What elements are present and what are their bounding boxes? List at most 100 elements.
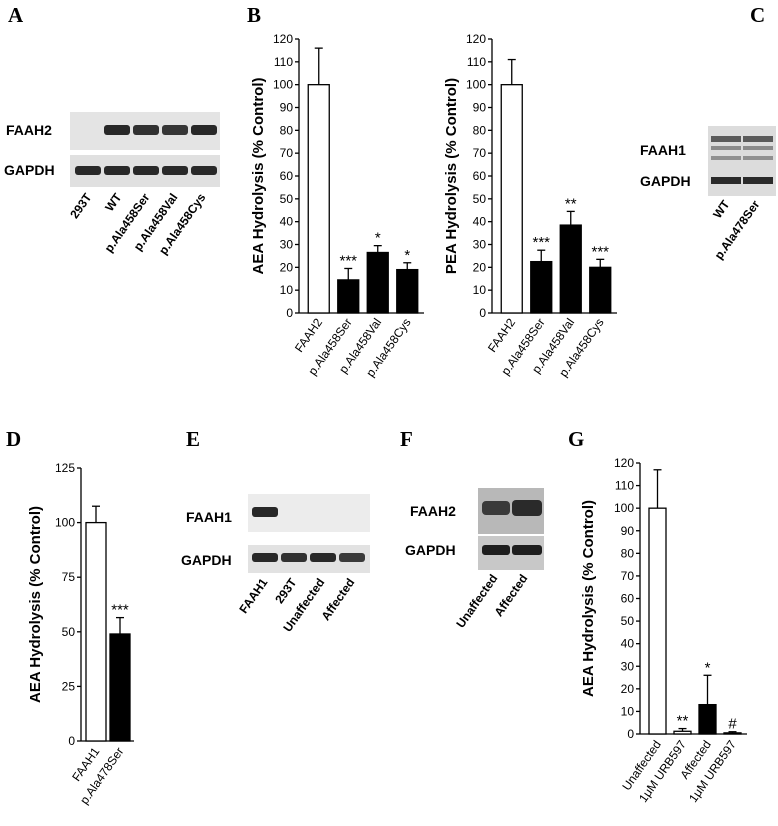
blot-e-bands xyxy=(252,507,365,562)
blot-band xyxy=(339,553,365,562)
blot-f-row-label-2: GAPDH xyxy=(405,542,456,558)
panel-e-western-blot: E FAAH1 GAPDH FAAH1 293T Unaffected Affe… xyxy=(181,427,370,635)
panel-c-western-blot: C FAAH1 GAPDH WT p.Ala478Ser xyxy=(640,3,776,262)
bar xyxy=(723,732,742,735)
significance-label: *** xyxy=(591,243,609,260)
y-tick-label: 110 xyxy=(615,479,634,493)
y-tick-label: 10 xyxy=(280,283,294,297)
bar xyxy=(337,279,360,314)
y-tick-label: 90 xyxy=(473,101,487,115)
blot-f-band xyxy=(512,545,542,555)
y-tick-label: 10 xyxy=(473,283,487,297)
blot-a-row-label-1: FAAH2 xyxy=(6,122,52,138)
blot-band xyxy=(162,125,188,135)
y-tick-label: 40 xyxy=(473,215,487,229)
significance-label: ** xyxy=(677,713,689,730)
y-tick-label: 40 xyxy=(621,637,635,651)
blot-c-band xyxy=(743,156,773,160)
blot-c-band xyxy=(711,146,741,150)
blot-c-band xyxy=(743,146,773,150)
blot-e-row-label-2: GAPDH xyxy=(181,552,232,568)
panel-f-letter: F xyxy=(400,427,413,451)
y-tick-label: 80 xyxy=(280,123,294,137)
significance-label: * xyxy=(375,230,381,247)
blot-f-band xyxy=(482,501,510,515)
y-tick-label: 10 xyxy=(621,704,635,718)
bar xyxy=(589,266,612,314)
bar xyxy=(500,84,523,314)
y-tick-label: 110 xyxy=(274,55,293,69)
bar xyxy=(530,260,553,314)
y-tick-label: 0 xyxy=(627,727,634,741)
bar xyxy=(396,268,419,314)
blot-f-band xyxy=(512,500,542,516)
blot-band xyxy=(252,507,278,517)
bar xyxy=(559,224,582,314)
y-tick-label: 70 xyxy=(621,569,635,583)
blot-band xyxy=(75,166,101,175)
blot-c-row-label-2: GAPDH xyxy=(640,173,691,189)
blot-e-lane-label-2: 293T xyxy=(272,575,300,606)
bar xyxy=(698,703,717,735)
y-axis-label: AEA Hydrolysis (% Control) xyxy=(27,506,44,703)
blot-c-band xyxy=(711,177,741,184)
y-tick-label: 0 xyxy=(68,734,75,748)
y-tick-label: 50 xyxy=(62,625,76,639)
chart-pea-hydrolysis-faah2: 0 10 20 30 40 50 60 70 80 90 100 110 120 PEA Hydrolys… xyxy=(443,32,617,379)
significance-label: * xyxy=(404,247,410,264)
y-axis-label: AEA Hydrolysis (% Control) xyxy=(580,500,597,697)
blot-band xyxy=(133,125,159,135)
blot-c-band xyxy=(743,136,773,142)
panel-c-letter: C xyxy=(750,3,765,27)
y-tick-label: 80 xyxy=(473,123,487,137)
panel-a-letter: A xyxy=(8,3,24,27)
y-tick-label: 90 xyxy=(621,524,635,538)
blot-a-row-label-2: GAPDH xyxy=(4,162,55,178)
y-axis-label: AEA Hydrolysis (% Control) xyxy=(250,78,267,275)
significance-label: * xyxy=(705,659,711,676)
blot-a-lane-label-1: 293T xyxy=(67,190,95,221)
y-tick-label: 100 xyxy=(273,78,293,92)
y-tick-label: 0 xyxy=(479,306,486,320)
y-tick-label: 100 xyxy=(614,501,634,515)
blot-f-band xyxy=(482,545,510,555)
y-tick-label: 100 xyxy=(466,78,486,92)
y-tick-label: 0 xyxy=(286,306,293,320)
y-tick-label: 80 xyxy=(621,546,635,560)
chart-aea-hydrolysis-fibroblasts: 0 10 20 30 40 50 60 70 80 90 100 110 120 AEA Hydrolys… xyxy=(580,456,747,805)
panel-f-western-blot: F FAAH2 GAPDH Unaffected Affected xyxy=(400,427,544,631)
blot-c-band xyxy=(711,156,741,160)
blot-band xyxy=(191,125,217,135)
significance-label: ** xyxy=(565,195,577,212)
significance-label: *** xyxy=(339,252,357,269)
y-tick-label: 120 xyxy=(614,456,634,470)
y-tick-label: 70 xyxy=(280,146,294,160)
bar xyxy=(366,251,389,314)
y-tick-label: 20 xyxy=(621,682,635,696)
blot-a-bands xyxy=(75,125,217,175)
significance-label: # xyxy=(728,716,737,733)
chart-aea-hydrolysis-faah2: 0 10 20 30 40 50 60 70 80 90 100 110 120 AEA Hydrolys… xyxy=(250,32,424,379)
y-tick-label: 30 xyxy=(280,238,294,252)
bar xyxy=(648,507,667,735)
blot-band xyxy=(191,166,217,175)
y-tick-label: 20 xyxy=(473,260,487,274)
y-tick-label: 60 xyxy=(280,169,294,183)
panel-e-letter: E xyxy=(186,427,200,451)
panel-d-letter: D xyxy=(6,427,21,451)
blot-c-row-label-1: FAAH1 xyxy=(640,142,686,158)
y-tick-label: 20 xyxy=(280,260,294,274)
y-tick-label: 110 xyxy=(467,55,486,69)
blot-f-row-label-1: FAAH2 xyxy=(410,503,456,519)
y-tick-label: 25 xyxy=(62,679,76,693)
blot-c-band xyxy=(743,177,773,184)
blot-band xyxy=(133,166,159,175)
y-tick-label: 120 xyxy=(273,32,293,46)
y-tick-label: 125 xyxy=(55,461,75,475)
significance-label: *** xyxy=(111,602,129,619)
blot-band xyxy=(252,553,278,562)
blot-f-lane-label-1: Unaffected xyxy=(453,572,500,631)
panel-a-western-blot: A FAAH2 GAPDH 293T WT p.Ala458Ser p.Ala4… xyxy=(4,3,220,257)
